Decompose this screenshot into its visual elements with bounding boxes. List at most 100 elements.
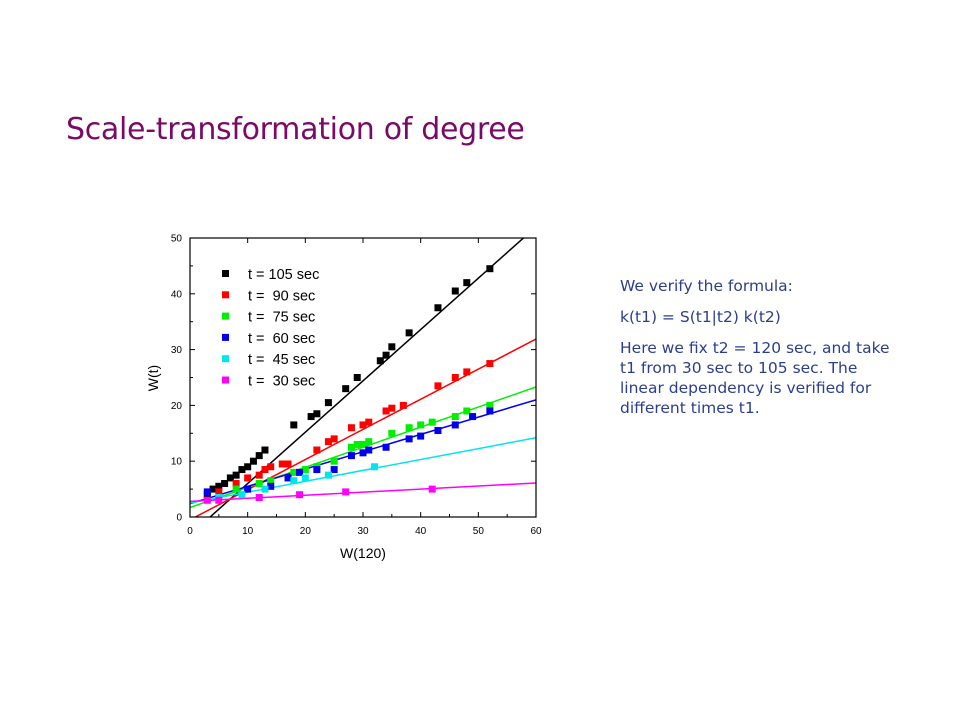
data-point bbox=[261, 446, 269, 454]
data-point bbox=[290, 477, 298, 485]
data-point bbox=[463, 407, 471, 415]
data-point bbox=[307, 413, 315, 421]
data-point bbox=[342, 385, 350, 393]
data-point bbox=[382, 443, 390, 451]
data-point bbox=[261, 466, 269, 474]
data-point bbox=[388, 404, 396, 412]
x-tick-label: 20 bbox=[300, 526, 312, 537]
x-axis-label: W(120) bbox=[340, 545, 386, 561]
data-point bbox=[486, 401, 494, 409]
data-point bbox=[463, 368, 471, 376]
data-point bbox=[290, 421, 298, 429]
data-point bbox=[313, 466, 321, 474]
data-point bbox=[255, 480, 263, 488]
slide-title: Scale-transformation of degree bbox=[66, 112, 525, 147]
explanation-text: Here we fix t2 = 120 sec, and take t1 fr… bbox=[620, 339, 890, 417]
fit-lines bbox=[190, 238, 536, 517]
data-point bbox=[244, 485, 252, 493]
x-tick-label: 60 bbox=[530, 526, 542, 537]
x-tick-label: 50 bbox=[473, 526, 485, 537]
data-point bbox=[255, 493, 263, 501]
data-point bbox=[232, 485, 240, 493]
data-point bbox=[463, 279, 471, 287]
data-point bbox=[301, 474, 309, 482]
data-point bbox=[359, 440, 367, 448]
data-point bbox=[486, 360, 494, 368]
legend-marker bbox=[222, 355, 229, 363]
data-point bbox=[405, 424, 413, 432]
data-point bbox=[232, 471, 240, 479]
y-tick-label: 0 bbox=[176, 513, 182, 524]
data-point bbox=[486, 407, 494, 415]
data-points bbox=[203, 265, 494, 504]
data-point bbox=[313, 446, 321, 454]
data-point bbox=[324, 438, 332, 446]
formula-text: k(t1) = S(t1|t2) k(t2) bbox=[620, 308, 781, 326]
legend-marker bbox=[222, 312, 229, 320]
plot-frame bbox=[189, 237, 537, 518]
legend-label: t = 30 sec bbox=[248, 374, 315, 390]
data-point bbox=[486, 265, 494, 273]
data-point bbox=[353, 374, 361, 381]
data-point bbox=[324, 399, 332, 407]
data-point bbox=[255, 452, 263, 460]
data-point bbox=[215, 488, 223, 496]
data-point bbox=[278, 460, 286, 468]
formula-intro: We verify the formula: bbox=[620, 277, 793, 295]
data-point bbox=[417, 432, 425, 440]
y-axis-label: W(t) bbox=[145, 365, 161, 391]
data-point bbox=[353, 440, 361, 448]
data-point bbox=[203, 488, 211, 496]
data-point bbox=[428, 418, 436, 426]
data-point bbox=[382, 407, 390, 415]
data-point bbox=[203, 496, 211, 504]
data-point bbox=[301, 466, 309, 474]
fit-line-0 bbox=[208, 238, 525, 517]
legend-label: t = 90 sec bbox=[248, 288, 315, 304]
data-point bbox=[469, 413, 477, 421]
data-point bbox=[365, 446, 373, 454]
data-point bbox=[215, 482, 223, 490]
data-point bbox=[284, 460, 292, 468]
description-panel: We verify the formula: k(t1) = S(t1|t2) … bbox=[620, 276, 890, 429]
data-point bbox=[342, 488, 350, 496]
data-point bbox=[290, 468, 298, 476]
data-point bbox=[405, 435, 413, 443]
legend-marker bbox=[222, 376, 229, 384]
x-tick-label: 10 bbox=[242, 526, 254, 537]
data-point bbox=[347, 452, 355, 460]
legend: t = 105 sec t = 90 sec t = 75 sec t = 60 se… bbox=[222, 267, 319, 390]
data-point bbox=[434, 427, 442, 435]
data-point bbox=[434, 382, 442, 390]
x-tick-label: 0 bbox=[187, 526, 193, 537]
data-point bbox=[376, 357, 384, 365]
data-point bbox=[388, 429, 396, 437]
data-point bbox=[249, 457, 257, 465]
data-point bbox=[255, 471, 263, 479]
data-point bbox=[215, 496, 223, 504]
data-point bbox=[365, 418, 373, 426]
data-point bbox=[238, 491, 246, 499]
fit-line-5 bbox=[190, 482, 536, 503]
data-point bbox=[267, 477, 275, 485]
data-point bbox=[371, 463, 379, 471]
y-tick-label: 30 bbox=[171, 345, 183, 356]
data-point bbox=[244, 463, 252, 471]
data-point bbox=[267, 482, 275, 490]
data-point bbox=[382, 351, 390, 359]
data-point bbox=[347, 443, 355, 451]
y-tick-label: 10 bbox=[171, 457, 183, 468]
data-point bbox=[359, 421, 367, 429]
data-point bbox=[267, 463, 275, 471]
data-point bbox=[417, 421, 425, 429]
data-point bbox=[244, 474, 252, 482]
y-tick-label: 50 bbox=[171, 234, 183, 245]
data-point bbox=[359, 449, 367, 457]
legend-marker bbox=[222, 270, 229, 277]
legend-label: t = 45 sec bbox=[248, 352, 315, 368]
data-point bbox=[434, 304, 442, 312]
data-point bbox=[232, 480, 240, 488]
data-point bbox=[451, 421, 459, 429]
chart-container: 0 10 20 30 40 50 60 0 10 20 30 40 50 t = 105 sec t = … bbox=[140, 220, 560, 580]
data-point bbox=[451, 413, 459, 421]
